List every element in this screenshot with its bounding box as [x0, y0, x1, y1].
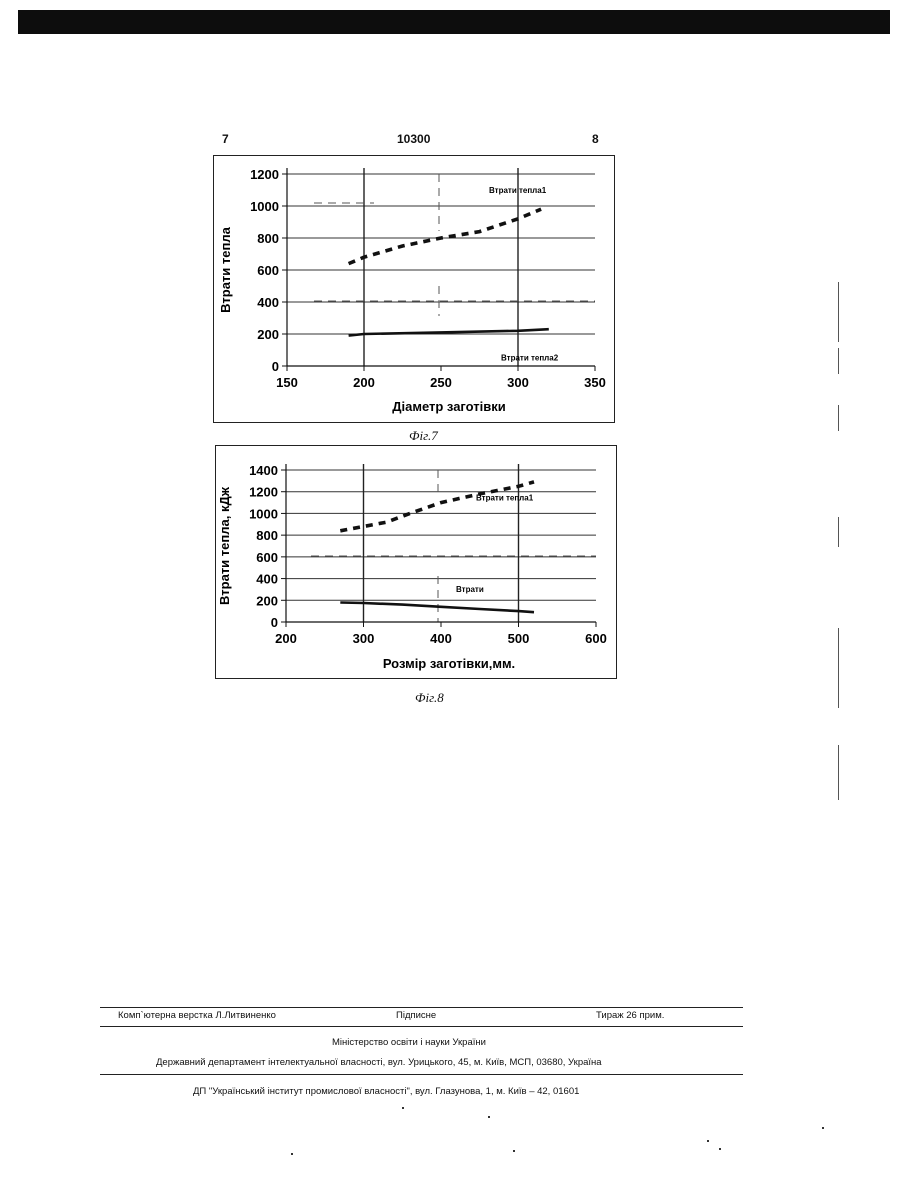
x-tick-label: 200: [353, 375, 375, 390]
series-line-2: [340, 603, 534, 613]
x-tick-label: 600: [585, 631, 607, 646]
x-axis-title: Розмір заготівки,мм.: [383, 656, 515, 671]
y-tick-label: 800: [257, 231, 279, 246]
y-tick-label: 1200: [250, 167, 279, 182]
y-tick-label: 600: [256, 550, 278, 565]
scan-speck: [707, 1140, 709, 1142]
scan-margin-mark: [838, 348, 839, 374]
page-number-left: 7: [222, 132, 229, 146]
scan-speck: [822, 1127, 824, 1129]
scan-margin-mark: [838, 405, 839, 431]
document-number: 10300: [397, 132, 430, 146]
y-tick-label: 1200: [249, 485, 278, 500]
figure-8-chart-frame: 0200400600800100012001400200300400500600…: [215, 445, 617, 679]
y-tick-label: 200: [257, 327, 279, 342]
y-tick-label: 1400: [249, 463, 278, 478]
scan-header-bar: [18, 10, 890, 34]
y-tick-label: 0: [272, 359, 279, 374]
signed-note: Підписне: [396, 1010, 436, 1021]
y-tick-label: 1000: [249, 506, 278, 521]
figure-8-chart: 0200400600800100012001400200300400500600…: [216, 446, 616, 678]
typesetter-credit: Комп`ютерна верстка Л.Литвиненко: [118, 1010, 276, 1021]
x-tick-label: 300: [353, 631, 375, 646]
scan-speck: [513, 1150, 515, 1152]
x-tick-label: 150: [276, 375, 298, 390]
imprint-rule-top: [100, 1007, 743, 1008]
scan-margin-mark: [838, 282, 839, 342]
y-axis-title: Втрати тепла: [218, 226, 233, 312]
ministry-name: Міністерство освіти і науки України: [332, 1037, 486, 1048]
scan-speck: [291, 1153, 293, 1155]
x-tick-label: 200: [275, 631, 297, 646]
series-label: Втрати тепла2: [501, 353, 559, 362]
x-tick-label: 400: [430, 631, 452, 646]
x-tick-label: 300: [507, 375, 529, 390]
y-tick-label: 200: [256, 593, 278, 608]
y-tick-label: 0: [271, 615, 278, 630]
department-address: Державний департамент інтелектуальної вл…: [156, 1057, 602, 1068]
figure-7-caption: Фіг.7: [409, 428, 438, 444]
circulation-note: Тираж 26 прим.: [596, 1010, 664, 1021]
y-tick-label: 400: [257, 295, 279, 310]
series-label: Втрати тепла1: [489, 186, 547, 195]
y-tick-label: 400: [256, 572, 278, 587]
figure-7-chart: 0 200 400 600 800 1000 1200 150 200 250 300 350 Втра…: [214, 156, 614, 422]
y-tick-label: 800: [256, 528, 278, 543]
figure-8-caption: Фіг.8: [415, 690, 444, 706]
series-line-1: [340, 482, 534, 531]
institute-address: ДП "Український інститут промислової вла…: [193, 1086, 579, 1097]
page-number-right: 8: [592, 132, 599, 146]
x-tick-label: 250: [430, 375, 452, 390]
y-tick-label: 1000: [250, 199, 279, 214]
series-label: Втрати тепла1: [476, 494, 534, 503]
imprint-rule-bottom: [100, 1074, 743, 1075]
y-axis-title: Втрати тепла, кДж: [217, 486, 232, 605]
x-axis-title: Діаметр заготівки: [392, 399, 506, 414]
series-line-2: [349, 329, 549, 335]
imprint-rule-middle: [100, 1026, 743, 1027]
x-tick-label: 350: [584, 375, 606, 390]
y-tick-label: 600: [257, 263, 279, 278]
scan-speck: [488, 1116, 490, 1118]
x-tick-label: 500: [508, 631, 530, 646]
series-label: Втрати: [456, 585, 484, 594]
scan-speck: [402, 1107, 404, 1109]
scan-margin-mark: [838, 745, 839, 800]
scan-margin-mark: [838, 628, 839, 708]
series-line-1: [349, 209, 541, 263]
figure-7-chart-frame: 0 200 400 600 800 1000 1200 150 200 250 300 350 Втра…: [213, 155, 615, 423]
scan-speck: [719, 1148, 721, 1150]
scan-margin-mark: [838, 517, 839, 547]
